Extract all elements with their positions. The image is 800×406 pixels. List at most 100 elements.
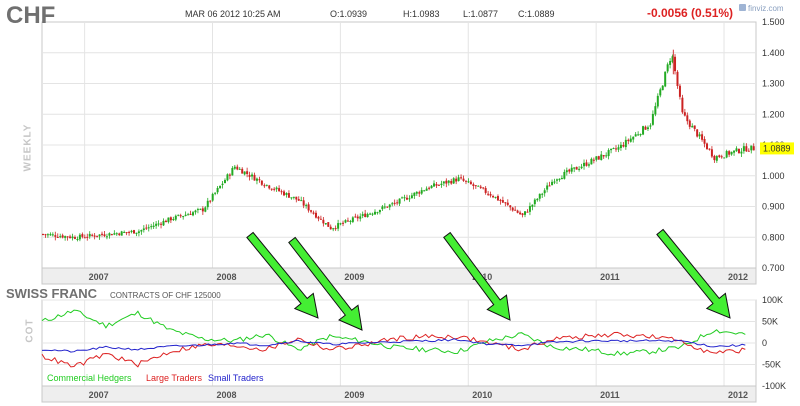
candle-body bbox=[533, 199, 536, 205]
candle-body bbox=[740, 151, 743, 154]
candle-body bbox=[391, 203, 394, 205]
candle-body bbox=[521, 213, 524, 216]
candle-body bbox=[629, 138, 632, 142]
candle-body bbox=[214, 192, 217, 194]
candle-body bbox=[238, 168, 241, 170]
candle-body bbox=[691, 125, 694, 128]
candle-body bbox=[292, 196, 295, 198]
candle-body bbox=[678, 85, 681, 97]
candle-body bbox=[477, 185, 480, 187]
price-y-tick-label: 1.300 bbox=[762, 79, 785, 89]
candle-body bbox=[228, 174, 231, 176]
candle-body bbox=[123, 231, 126, 233]
candle-body bbox=[334, 228, 337, 230]
candle-body bbox=[460, 177, 463, 179]
candle-body bbox=[553, 181, 556, 183]
candle-body bbox=[189, 213, 192, 215]
candle-body bbox=[750, 145, 753, 151]
candle-body bbox=[583, 162, 586, 167]
current-price-value: 1.0889 bbox=[763, 143, 791, 153]
candle-body bbox=[51, 234, 54, 236]
candle-body bbox=[494, 196, 497, 198]
candle-body bbox=[558, 178, 561, 180]
candle-body bbox=[248, 174, 251, 177]
candle-body bbox=[671, 56, 674, 62]
candle-body bbox=[733, 150, 736, 153]
candle-body bbox=[415, 191, 418, 194]
candle-body bbox=[464, 180, 467, 182]
candle-body bbox=[610, 148, 613, 151]
candle-body bbox=[155, 223, 158, 226]
candle-body bbox=[578, 168, 581, 170]
candle-body bbox=[54, 235, 57, 237]
candle-body bbox=[376, 212, 379, 214]
candle-body bbox=[364, 213, 367, 217]
candle-body bbox=[383, 206, 386, 208]
candle-body bbox=[174, 215, 177, 220]
candle-body bbox=[649, 125, 652, 127]
candle-body bbox=[737, 148, 740, 154]
cot-subtitle: CONTRACTS OF CHF 125000 bbox=[110, 291, 221, 300]
candle-body bbox=[327, 222, 330, 227]
candle-body bbox=[59, 236, 62, 238]
candle-body bbox=[651, 113, 654, 125]
candle-body bbox=[83, 237, 86, 239]
candle-body bbox=[194, 210, 197, 213]
candle-body bbox=[693, 125, 696, 129]
candle-body bbox=[622, 144, 625, 147]
cot-y-tick-label: 50K bbox=[762, 317, 778, 327]
candle-body bbox=[56, 236, 59, 238]
candle-body bbox=[555, 179, 558, 181]
candle-body bbox=[715, 156, 718, 161]
candle-body bbox=[428, 187, 431, 189]
candle-body bbox=[563, 171, 566, 179]
candle-body bbox=[646, 127, 649, 130]
candle-body bbox=[447, 180, 450, 183]
candle-body bbox=[703, 138, 706, 144]
candle-body bbox=[366, 213, 369, 218]
candle-body bbox=[344, 220, 347, 223]
candle-body bbox=[752, 146, 755, 151]
candle-body bbox=[243, 171, 246, 175]
price-y-tick-label: 0.800 bbox=[762, 232, 785, 242]
candle-body bbox=[536, 198, 539, 201]
candle-body bbox=[324, 223, 327, 225]
candle-body bbox=[492, 196, 495, 198]
candle-body bbox=[305, 204, 308, 206]
candle-body bbox=[627, 139, 630, 142]
candle-body bbox=[46, 234, 49, 236]
candle-body bbox=[617, 147, 620, 150]
candle-body bbox=[263, 185, 266, 187]
candle-body bbox=[241, 168, 244, 174]
price-x-tick-label: 2011 bbox=[600, 272, 620, 282]
candle-body bbox=[548, 185, 551, 187]
header-close: C:1.0889 bbox=[518, 9, 555, 19]
candle-body bbox=[201, 208, 204, 212]
candle-body bbox=[496, 196, 499, 201]
candle-body bbox=[253, 174, 256, 181]
candle-body bbox=[76, 239, 79, 241]
candle-body bbox=[265, 184, 268, 186]
header-change: -0.0056 (0.51%) bbox=[647, 6, 734, 20]
candle-body bbox=[728, 151, 731, 155]
candle-body bbox=[172, 219, 175, 221]
candle-body bbox=[132, 230, 135, 234]
candle-body bbox=[637, 134, 640, 136]
candle-body bbox=[342, 222, 345, 224]
candle-body bbox=[398, 198, 401, 204]
candle-body bbox=[575, 166, 578, 170]
price-x-tick-label: 2009 bbox=[344, 272, 364, 282]
arrow-icon bbox=[656, 228, 731, 319]
candle-body bbox=[255, 178, 258, 181]
candle-body bbox=[359, 216, 362, 219]
cot-x-tick-label: 2012 bbox=[728, 390, 748, 400]
candle-body bbox=[462, 178, 465, 181]
candle-body bbox=[268, 185, 271, 189]
candle-body bbox=[152, 225, 155, 227]
candle-body bbox=[223, 180, 226, 184]
arrow-icon bbox=[246, 231, 319, 319]
candle-body bbox=[356, 216, 359, 219]
candle-body bbox=[42, 234, 44, 236]
candle-body bbox=[720, 156, 723, 158]
